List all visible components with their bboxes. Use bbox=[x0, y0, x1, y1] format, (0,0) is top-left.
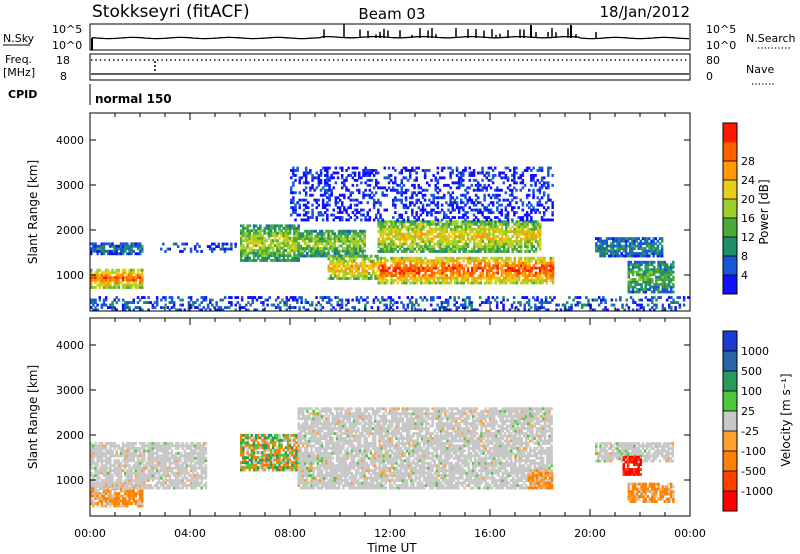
colorbar-tick-label: -100 bbox=[741, 445, 766, 458]
power-ytick-label: 4000 bbox=[56, 134, 84, 147]
nsearch-tick-top: 10^5 bbox=[706, 23, 736, 36]
velocity-echo-field bbox=[90, 407, 675, 508]
colorbar-tick-label: 20 bbox=[741, 193, 755, 206]
nave-tick-top: 80 bbox=[706, 54, 720, 67]
power-colorbar-label: Power [dB] bbox=[757, 179, 771, 244]
time-tick-label: 04:00 bbox=[174, 527, 206, 540]
time-tick-label: 08:00 bbox=[274, 527, 306, 540]
nave-label: Nave bbox=[746, 63, 774, 76]
power-ytick-label: 1000 bbox=[56, 269, 84, 282]
velocity-ytick-label: 3000 bbox=[56, 384, 84, 397]
velocity-ylabel: Slant Range [km] bbox=[26, 365, 40, 469]
power-ytick-label: 3000 bbox=[56, 179, 84, 192]
time-axis-labels: 00:00 04:00 08:00 12:00 16:00 20:00 00:00 bbox=[74, 527, 706, 540]
colorbar-swatch bbox=[723, 275, 737, 295]
velocity-ytick-label: 4000 bbox=[56, 339, 84, 352]
nsky-tick-bottom: 10^0 bbox=[52, 39, 82, 52]
freq-tick-top: 18 bbox=[56, 54, 70, 67]
colorbar-swatch bbox=[723, 180, 737, 200]
nsky-label: N.Sky bbox=[3, 32, 35, 45]
colorbar-tick-label: -1000 bbox=[741, 485, 773, 498]
power-colorbar: 4 8 12 16 20 24 28 Power [dB] bbox=[722, 122, 771, 295]
freq-tick-bottom: 8 bbox=[60, 70, 67, 83]
colorbar-tick-label: 28 bbox=[741, 155, 755, 168]
power-ylabel: Slant Range [km] bbox=[26, 160, 40, 264]
velocity-colorbar: 1000 500 100 25 -25 -100 -500 -1000 Velocity [m… bbox=[722, 330, 793, 512]
time-tick-label: 16:00 bbox=[474, 527, 506, 540]
power-ytick-label: 2000 bbox=[56, 224, 84, 237]
power-panel: 1000 2000 3000 4000 Slant Range [km] bbox=[26, 112, 691, 312]
colorbar-tick-label: 1000 bbox=[741, 345, 769, 358]
freq-panel: Freq. [MHz] 18 8 80 0 Nave bbox=[3, 53, 774, 85]
date-title: 18/Jan/2012 bbox=[600, 3, 691, 21]
colorbar-tick-label: 8 bbox=[741, 250, 748, 263]
velocity-ytick-label: 2000 bbox=[56, 429, 84, 442]
colorbar-tick-label: 16 bbox=[741, 212, 755, 225]
nsky-tick-top: 10^5 bbox=[52, 23, 82, 36]
station-title: Stokkseyri (fitACF) bbox=[92, 2, 250, 22]
velocity-colorbar-label: Velocity [m s⁻¹] bbox=[779, 373, 793, 466]
colorbar-swatch bbox=[723, 142, 737, 162]
beam-title: Beam 03 bbox=[358, 5, 425, 23]
time-tick-label: 00:00 bbox=[74, 527, 106, 540]
time-tick-label: 20:00 bbox=[574, 527, 606, 540]
colorbar-tick-label: -500 bbox=[741, 465, 766, 478]
nave-tick-bottom: 0 bbox=[706, 70, 713, 83]
colorbar-tick-label: -25 bbox=[741, 425, 759, 438]
time-tick-label: 00:00 bbox=[674, 527, 706, 540]
velocity-ytick-label: 1000 bbox=[56, 474, 84, 487]
colorbar-swatch bbox=[723, 161, 737, 181]
velocity-x-ticks bbox=[89, 318, 691, 516]
nsearch-tick-bottom: 10^0 bbox=[706, 39, 736, 52]
colorbar-tick-label: 100 bbox=[741, 385, 762, 398]
colorbar-swatch bbox=[723, 199, 737, 219]
cpid-label: CPID bbox=[8, 88, 37, 101]
velocity-panel: 1000 2000 3000 4000 Slant Range [km] bbox=[26, 317, 691, 517]
time-axis-title: Time UT bbox=[366, 541, 417, 554]
colorbar-swatch bbox=[723, 351, 737, 372]
colorbar-tick-label: 500 bbox=[741, 365, 762, 378]
colorbar-swatch bbox=[723, 218, 737, 238]
velocity-y-axis: 1000 2000 3000 4000 bbox=[56, 339, 690, 487]
colorbar-swatch bbox=[723, 411, 737, 432]
colorbar-swatch bbox=[723, 391, 737, 412]
colorbar-tick-label: 24 bbox=[741, 174, 755, 187]
colorbar-swatch bbox=[723, 123, 737, 143]
colorbar-tick-label: 12 bbox=[741, 231, 755, 244]
colorbar-swatch bbox=[723, 471, 737, 492]
colorbar-swatch bbox=[723, 371, 737, 392]
power-x-ticks bbox=[89, 113, 691, 311]
colorbar-swatch bbox=[723, 451, 737, 472]
colorbar-swatch bbox=[723, 491, 737, 512]
cpid-panel: CPID normal 150 bbox=[8, 84, 172, 106]
nsky-panel: N.Sky 10^5 10^0 10^5 10^0 N.Search bbox=[3, 23, 796, 52]
power-echo-field bbox=[90, 166, 690, 312]
colorbar-swatch bbox=[723, 431, 737, 452]
cpid-value: normal 150 bbox=[95, 92, 172, 106]
nsky-trace bbox=[91, 35, 689, 40]
colorbar-tick-label: 4 bbox=[741, 269, 748, 282]
colorbar-swatch bbox=[723, 256, 737, 276]
freq-label: Freq. bbox=[5, 53, 32, 66]
colorbar-swatch bbox=[723, 331, 737, 352]
power-y-axis: 1000 2000 3000 4000 bbox=[56, 134, 690, 282]
time-tick-label: 12:00 bbox=[374, 527, 406, 540]
colorbar-swatch bbox=[723, 237, 737, 257]
nsearch-spikes bbox=[91, 24, 597, 50]
freq-unit: [MHz] bbox=[3, 66, 35, 79]
colorbar-tick-label: 25 bbox=[741, 405, 755, 418]
nsearch-label: N.Search bbox=[746, 32, 796, 45]
